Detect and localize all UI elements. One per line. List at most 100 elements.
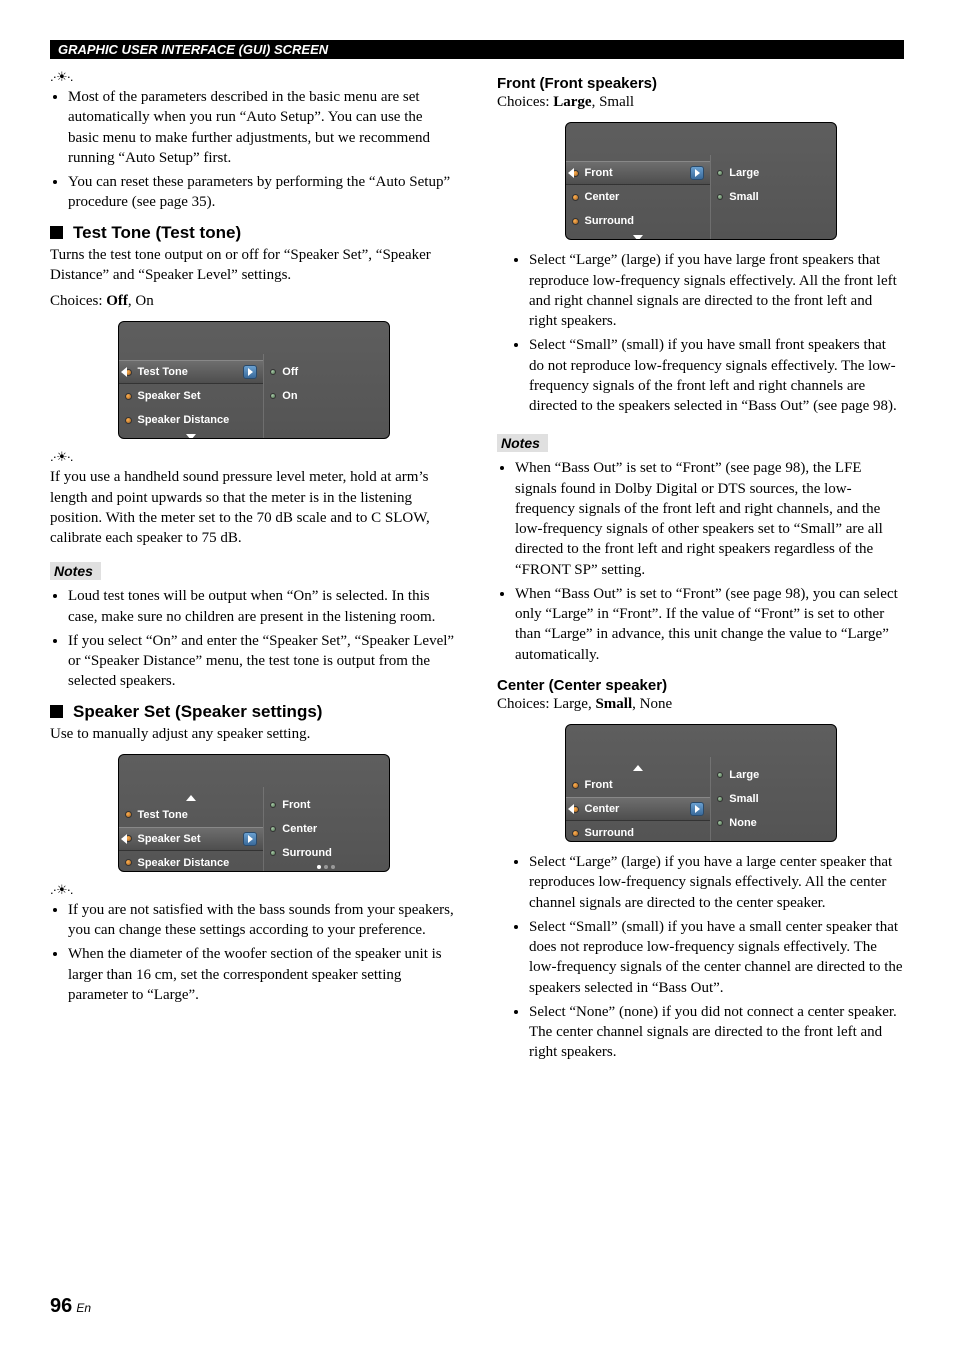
arrow-up-icon [186,795,196,801]
gui-menu-label: Speaker Distance [138,414,230,426]
dot-icon [717,796,723,802]
gui-option-item: Front [264,793,388,817]
dot-icon [572,782,579,789]
gui-option-label: Large [729,769,759,781]
gui-speaker-set: Test ToneSpeaker SetSpeaker DistanceSpea… [118,754,390,872]
choice-bold: Off [106,293,128,309]
gui-menu-label: Center [585,803,620,815]
gui-option-item: Surround [264,841,388,865]
intro-item: You can reset these parameters by perfor… [68,172,457,213]
note-item: If you select “On” and enter the “Speake… [68,631,457,692]
hint-icon: .·☀·. [50,69,73,85]
right-column: Front (Front speakers) Choices: Large, S… [497,69,904,1073]
gui-option-label: Small [729,191,758,203]
header-bar: GRAPHIC USER INTERFACE (GUI) SCREEN [50,40,904,59]
gui-menu-label: Speaker Set [138,390,201,402]
arrow-down-icon [186,434,196,439]
test-tone-tip: If you use a handheld sound pressure lev… [50,467,457,548]
note-item: Loud test tones will be output when “On”… [68,586,457,627]
speaker-set-desc: Use to manually adjust any speaker setti… [50,724,457,744]
hint-icon: .·☀·. [50,449,73,465]
choice-rest: , On [128,293,154,309]
test-tone-notes: Loud test tones will be output when “On”… [50,586,457,691]
test-tone-heading: Test Tone (Test tone) [50,223,457,243]
gui-option-item: Off [264,360,388,384]
choice-bold: Large [553,94,591,110]
choice-rest: , None [632,696,672,712]
note-item: When “Bass Out” is set to “Front” (see p… [515,584,904,665]
dot-icon [717,772,723,778]
center-item: Select “Small” (small) if you have a sma… [529,917,904,998]
gui-option-item: Small [711,185,835,209]
front-item: Select “Small” (small) if you have small… [529,335,904,416]
gui-option-label: Surround [282,847,332,859]
gui-front: Front Center SurroundLarge Small [565,122,837,240]
gui-menu-item: Surround [566,209,711,233]
choice-bold: Small [595,696,632,712]
gui-option-item: Large [711,161,835,185]
test-tone-desc: Turns the test tone output on or off for… [50,245,457,286]
gui-test-tone: Test Tone Speaker Set Speaker Distance Off O… [118,321,390,439]
heading-text: Speaker Set (Speaker settings) [73,702,322,721]
gui-menu-label: Speaker Distance [138,857,230,869]
gui-center: FrontCenterSurroundSurround BackLargeSma… [565,724,837,842]
notes-label: Notes [497,434,548,452]
page-number: 96 En [50,1295,91,1318]
square-bullet-icon [50,705,63,718]
dot-icon [717,170,723,176]
dot-icon [572,194,579,201]
triangle-left-icon [568,168,574,178]
hint-icon: .·☀·. [50,882,73,898]
choices-label: Choices: Large, [497,696,595,712]
dot-icon [125,859,132,866]
speaker-set-heading: Speaker Set (Speaker settings) [50,702,457,722]
gui-menu-item: Speaker Set [119,827,264,851]
gui-option-label: Center [282,823,317,835]
page-number-value: 96 [50,1295,72,1317]
dot-icon [270,802,276,808]
gui-option-label: None [729,817,757,829]
center-item: Select “None” (none) if you did not conn… [529,1002,904,1063]
gui-menu-label: Surround [585,827,635,839]
gui-option-item: Center [264,817,388,841]
gui-menu-label: Test Tone [138,366,188,378]
intro-list: Most of the parameters described in the … [50,87,457,213]
gui-menu-label: Center [585,191,620,203]
gui-option-item: On [264,384,388,408]
dot-icon [270,369,276,375]
center-items: Select “Large” (large) if you have a lar… [497,852,904,1063]
triangle-left-icon [568,804,574,814]
dot-icon [572,218,579,225]
gui-option-label: Off [282,366,298,378]
square-bullet-icon [50,226,63,239]
triangle-left-icon [121,367,127,377]
gui-menu-item: Speaker Distance [119,851,264,872]
tip-item: When the diameter of the woofer section … [68,944,457,1005]
heading-text: Test Tone (Test tone) [73,223,241,242]
scroll-indicator [317,865,335,869]
center-heading: Center (Center speaker) [497,677,904,694]
dot-icon [125,811,132,818]
center-item: Select “Large” (large) if you have a lar… [529,852,904,913]
triangle-right-icon [243,365,257,379]
dot-icon [270,826,276,832]
choices-label: Choices: [50,293,106,309]
note-item: When “Bass Out” is set to “Front” (see p… [515,458,904,580]
triangle-left-icon [121,834,127,844]
front-heading: Front (Front speakers) [497,75,904,92]
dot-icon [270,393,276,399]
intro-item: Most of the parameters described in the … [68,87,457,168]
dot-icon [717,820,723,826]
gui-menu-label: Front [585,167,613,179]
gui-option-item: Large [711,763,835,787]
dot-icon [125,417,132,424]
gui-option-item: None [711,811,835,835]
gui-menu-item: Surround [566,821,711,842]
front-items: Select “Large” (large) if you have large… [497,250,904,416]
arrow-up-icon [633,765,643,771]
triangle-right-icon [243,832,257,846]
content-columns: .·☀·. Most of the parameters described i… [50,69,904,1073]
gui-menu-label: Test Tone [138,809,188,821]
gui-menu-item: Center [566,185,711,209]
gui-option-label: On [282,390,297,402]
